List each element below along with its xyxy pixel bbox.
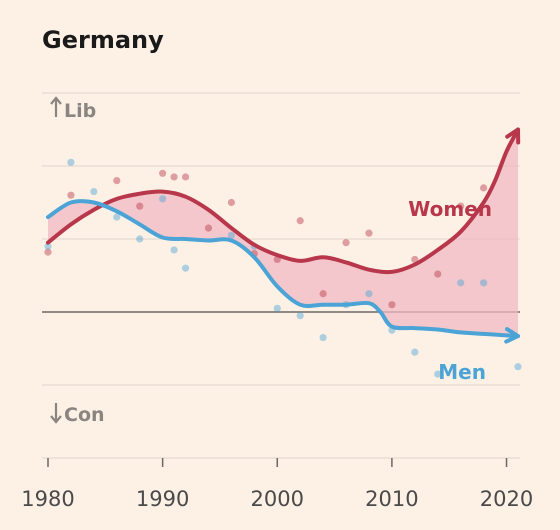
series-line xyxy=(46,199,520,339)
data-point xyxy=(365,229,373,237)
x-tick-label: 2020 xyxy=(480,487,533,511)
data-point xyxy=(365,290,373,298)
x-tick-label: 1990 xyxy=(136,487,189,511)
data-point xyxy=(480,184,488,192)
data-point xyxy=(90,187,98,196)
data-point xyxy=(273,304,281,312)
data-point xyxy=(170,173,178,181)
data-points xyxy=(44,158,522,378)
data-point xyxy=(388,301,396,309)
data-point xyxy=(44,242,52,250)
series-line xyxy=(46,127,520,275)
con-label: Con xyxy=(50,403,105,426)
data-point xyxy=(514,363,522,371)
lib-label: Lib xyxy=(50,96,96,122)
data-point xyxy=(342,239,350,247)
series-label-women: Women xyxy=(408,197,492,221)
data-point xyxy=(457,202,465,210)
arrow-head-icon xyxy=(504,327,520,344)
data-point xyxy=(181,173,190,181)
data-point xyxy=(296,217,304,225)
data-point xyxy=(457,279,465,287)
chart-title: Germany xyxy=(42,26,164,54)
arrow-head-icon xyxy=(505,127,521,145)
gap-area xyxy=(48,129,518,337)
grid xyxy=(42,92,520,459)
data-point xyxy=(159,195,167,203)
data-point xyxy=(434,270,442,278)
x-tick-label: 2010 xyxy=(365,487,418,511)
data-point xyxy=(136,202,144,210)
data-point xyxy=(319,333,327,342)
up-arrow-icon xyxy=(50,96,62,117)
lib-text: Lib xyxy=(64,100,96,122)
con-text: Con xyxy=(64,404,105,426)
data-point xyxy=(227,198,236,207)
data-point xyxy=(319,290,327,298)
x-axis: 1980 1990 2000 2010 2020 xyxy=(21,458,533,511)
data-point xyxy=(67,158,75,166)
data-point xyxy=(296,312,304,320)
data-point xyxy=(411,255,419,264)
data-point xyxy=(67,191,75,199)
series-label-men: Men xyxy=(438,360,486,384)
series-labels: Women Men xyxy=(408,197,492,384)
x-tick-label: 1980 xyxy=(21,487,74,511)
trend-lines xyxy=(46,127,521,344)
data-point xyxy=(159,169,167,177)
data-point xyxy=(44,248,52,256)
x-tick-label: 2000 xyxy=(251,487,304,511)
data-point xyxy=(434,370,442,378)
y-direction-labels: Lib Con xyxy=(50,96,105,426)
data-point xyxy=(411,348,419,356)
data-point xyxy=(204,224,213,232)
data-point xyxy=(181,264,190,272)
data-point xyxy=(113,177,121,185)
data-point xyxy=(113,213,121,221)
data-point xyxy=(136,235,144,243)
data-point xyxy=(480,279,488,287)
data-point xyxy=(170,246,178,254)
data-point xyxy=(227,231,236,239)
down-arrow-icon xyxy=(50,403,62,424)
